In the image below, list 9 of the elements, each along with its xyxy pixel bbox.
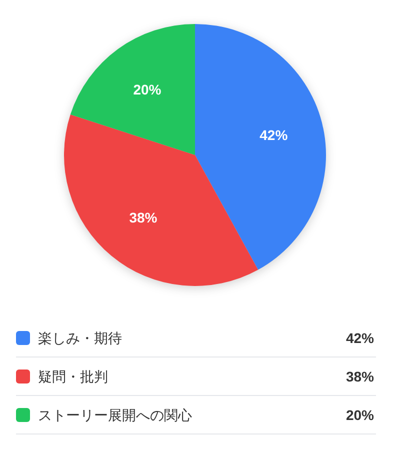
legend-label: 疑問・批判 <box>38 368 108 384</box>
text: 42% <box>346 330 374 346</box>
legend-label: ストーリー展開への関心 <box>38 407 192 423</box>
legend-label: 楽しみ・期待 <box>38 330 122 346</box>
data-label: 38% <box>129 210 158 226</box>
text: 38% <box>346 368 374 384</box>
data-label: 42% <box>260 126 288 143</box>
data-label: 20% <box>133 81 162 98</box>
text: 20% <box>346 407 374 423</box>
